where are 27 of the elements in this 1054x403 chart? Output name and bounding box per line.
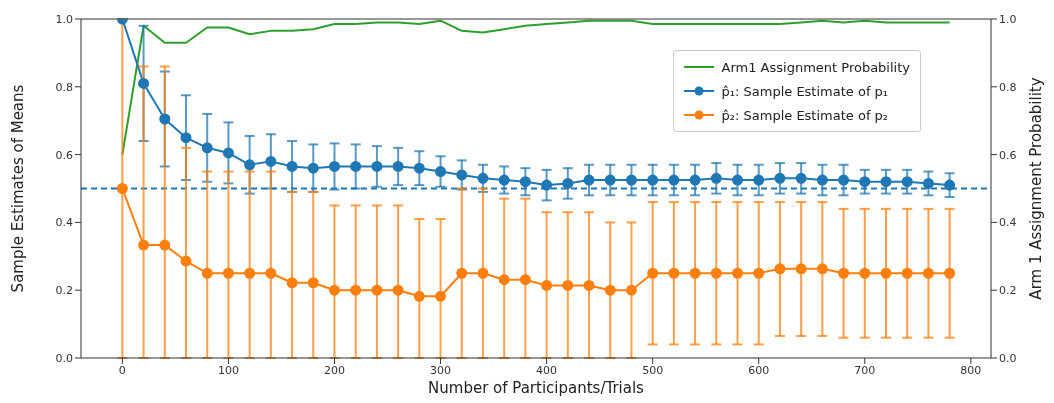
x-tick-label: 200 <box>323 363 345 377</box>
y2-tick-label: 0.8 <box>999 80 1017 94</box>
legend-label: p̂₂: Sample Estimate of p₂ <box>721 107 889 123</box>
legend-label: Arm1 Assignment Probability <box>721 59 910 75</box>
y-tick-label: 0.6 <box>55 148 73 162</box>
y2-tick-label: 0.0 <box>999 351 1017 365</box>
y-tick-label: 0.4 <box>55 216 73 230</box>
y-tick-label: 0.0 <box>55 351 73 365</box>
y-tick-label: 1.0 <box>55 12 73 26</box>
y2-tick-label: 0.4 <box>999 216 1017 230</box>
y2-tick-label: 1.0 <box>999 12 1017 26</box>
x-axis-title: Number of Participants/Trials <box>428 379 645 397</box>
x-tick-label: 400 <box>536 363 558 377</box>
x-tick-label: 500 <box>642 363 664 377</box>
x-tick-label: 100 <box>217 363 239 377</box>
legend-label: p̂₁: Sample Estimate of p₁ <box>721 83 889 99</box>
y-tick-label: 0.2 <box>55 284 73 298</box>
x-tick-label: 300 <box>430 363 452 377</box>
x-tick-label: 800 <box>960 363 982 377</box>
y2-axis-title: Arm 1 Assignment Probability <box>1027 77 1046 300</box>
x-tick-label: 0 <box>118 363 126 377</box>
y2-tick-label: 0.6 <box>999 148 1017 162</box>
y2-tick-label: 0.2 <box>999 284 1017 298</box>
y-tick-label: 0.8 <box>55 80 73 94</box>
x-tick-label: 600 <box>748 363 770 377</box>
x-tick-label: 700 <box>854 363 876 377</box>
y-axis-title: Sample Estimates of Means <box>9 84 28 293</box>
